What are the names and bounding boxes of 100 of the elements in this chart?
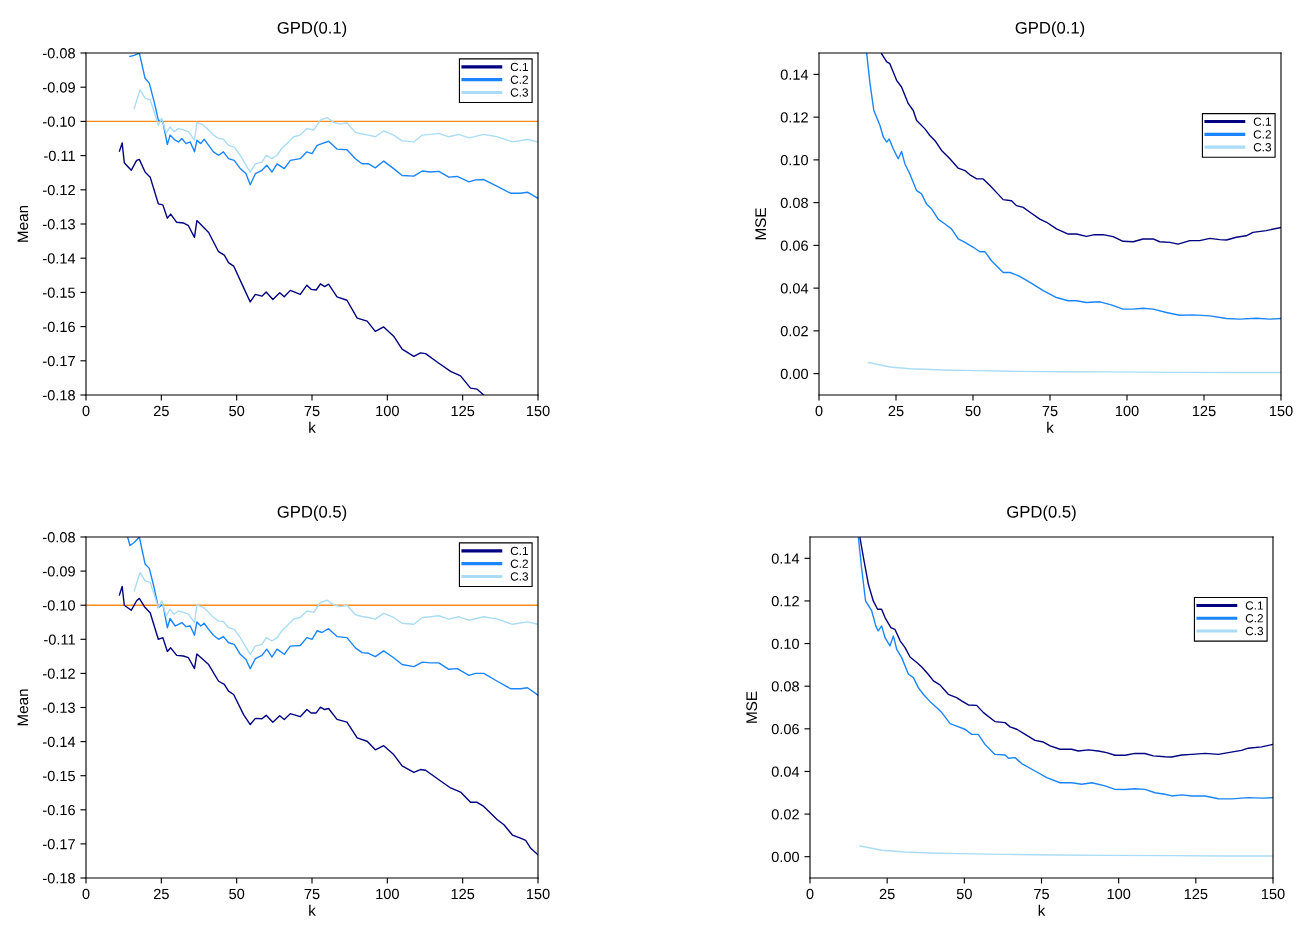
legend-label: C.1: [1245, 601, 1263, 610]
y-tick-label: -0.16: [42, 804, 75, 816]
x-tick-label: 100: [376, 888, 399, 900]
x-tick-label: 50: [956, 888, 972, 900]
x-tick-label: 0: [815, 405, 823, 417]
x-tick-label: 100: [1115, 405, 1139, 417]
x-tick-label: 125: [1192, 405, 1216, 417]
y-tick-label: -0.10: [42, 116, 76, 127]
line-series: [126, 537, 538, 696]
x-tick-label: 0: [82, 888, 90, 900]
y-tick-label: 0.04: [780, 283, 809, 294]
y-tick-label: -0.15: [42, 770, 75, 782]
line-series: [880, 53, 1281, 245]
y-tick-label: -0.09: [42, 566, 75, 577]
y-tick-label: 0.04: [771, 766, 800, 777]
x-tick-label: 125: [451, 405, 475, 417]
y-tick-label: -0.09: [42, 82, 75, 93]
x-tick-label: 25: [153, 888, 169, 900]
y-tick-label: 0.00: [780, 368, 809, 380]
y-tick-label: -0.17: [42, 839, 75, 850]
x-tick-label: 125: [1184, 888, 1208, 900]
x-axis-title: k: [309, 421, 316, 433]
legend-label: C.1: [510, 62, 528, 72]
x-tick-label: 75: [304, 405, 320, 417]
x-tick-label: 125: [451, 888, 475, 900]
y-tick-label: -0.13: [42, 702, 75, 713]
line-series: [118, 142, 485, 395]
y-tick-label: 0.14: [771, 553, 800, 564]
y-tick-label: 0.08: [780, 197, 808, 209]
y-tick-label: -0.13: [42, 219, 75, 230]
legend-label: C.3: [510, 572, 529, 581]
y-tick-label: -0.12: [42, 668, 75, 679]
y-tick-label: -0.14: [42, 253, 76, 264]
line-series: [118, 585, 538, 856]
x-axis-title: k: [1038, 904, 1046, 916]
line-series: [133, 89, 538, 173]
y-tick-label: 0.08: [771, 681, 799, 692]
y-tick-label: -0.10: [42, 600, 76, 611]
x-tick-label: 150: [526, 405, 550, 417]
chart-title: GPD(0.5): [277, 505, 347, 522]
y-tick-label: 0.00: [771, 851, 800, 863]
x-tick-label: 25: [879, 888, 895, 900]
line-series: [866, 53, 1281, 320]
line-series: [867, 361, 1281, 374]
x-tick-label: 25: [888, 405, 904, 417]
legend-label: C.2: [510, 559, 528, 568]
x-axis-title: k: [309, 904, 316, 916]
x-tick-label: 150: [1269, 405, 1293, 417]
line-series: [859, 845, 1273, 857]
legend-label: C.1: [1253, 117, 1271, 126]
legend-label: C.3: [510, 88, 529, 97]
y-tick-label: -0.17: [42, 355, 75, 367]
y-tick-label: 0.12: [780, 112, 808, 123]
y-tick-label: 0.02: [780, 325, 808, 337]
legend-label: C.3: [1253, 143, 1272, 152]
y-tick-label: -0.12: [42, 184, 75, 196]
x-tick-label: 75: [1042, 405, 1058, 417]
legend-label: C.1: [510, 546, 528, 556]
x-tick-label: 25: [153, 405, 169, 417]
y-tick-label: -0.08: [42, 48, 75, 59]
line-series: [129, 53, 538, 200]
x-tick-label: 0: [82, 405, 90, 417]
y-tick-label: -0.18: [42, 390, 75, 401]
legend-label: C.3: [1245, 626, 1264, 636]
y-tick-label: 0.06: [771, 723, 799, 735]
y-tick-label: 0.10: [780, 154, 809, 166]
y-tick-label: 0.02: [771, 809, 799, 820]
chart-title: GPD(0.1): [1015, 21, 1085, 38]
y-tick-label: -0.16: [42, 321, 75, 333]
line-series: [857, 537, 1273, 800]
y-tick-label: 0.10: [771, 638, 800, 649]
y-tick-label: -0.08: [42, 532, 75, 543]
x-tick-label: 150: [1261, 888, 1285, 900]
y-tick-label: -0.18: [42, 873, 75, 884]
x-tick-label: 50: [229, 888, 245, 900]
y-axis-title: MSE: [755, 208, 767, 240]
y-tick-label: -0.15: [42, 287, 75, 298]
chart-title: GPD(0.1): [277, 21, 347, 38]
legend-label: C.2: [1253, 130, 1271, 139]
x-tick-label: 50: [965, 405, 981, 417]
x-tick-label: 75: [304, 888, 320, 900]
x-tick-label: 100: [1107, 888, 1131, 900]
legend-label: C.2: [1245, 614, 1263, 623]
legend-label: C.2: [510, 75, 528, 84]
x-tick-label: 50: [229, 405, 245, 417]
y-tick-label: 0.06: [780, 240, 808, 251]
y-tick-label: 0.12: [771, 596, 799, 607]
y-tick-label: -0.11: [44, 150, 75, 162]
x-tick-label: 75: [1034, 888, 1049, 900]
y-axis-title: MSE: [746, 691, 758, 723]
y-tick-label: -0.14: [42, 736, 76, 748]
y-tick-label: -0.11: [44, 634, 75, 645]
x-tick-label: 150: [526, 888, 550, 900]
line-series: [133, 571, 538, 655]
x-tick-label: 100: [376, 405, 399, 417]
x-axis-title: k: [1047, 421, 1054, 433]
line-series: [859, 537, 1273, 758]
y-tick-label: 0.14: [780, 69, 809, 80]
y-axis-title: Mean: [17, 205, 29, 242]
chart-title: GPD(0.5): [1007, 505, 1076, 522]
